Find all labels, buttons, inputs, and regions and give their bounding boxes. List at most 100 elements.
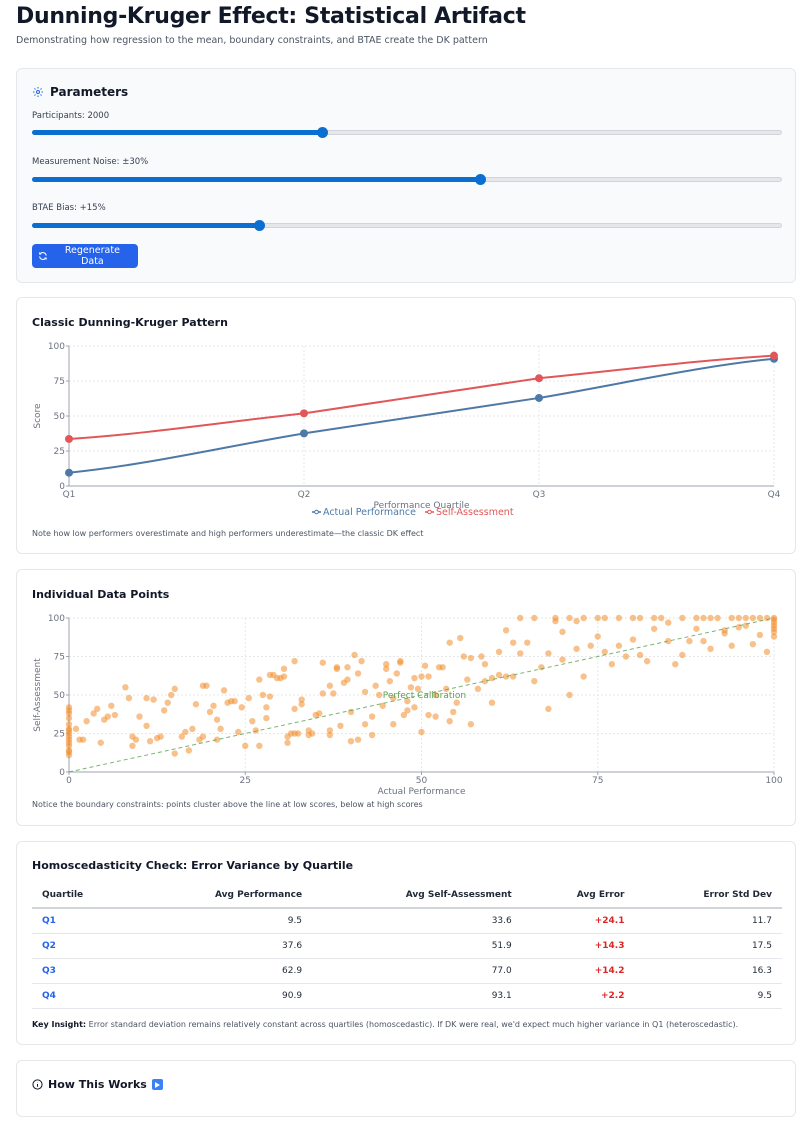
scatter-point (368, 731, 376, 739)
x-tick-label: 100 (765, 776, 782, 786)
calibration-label: Perfect Calibration (383, 691, 466, 701)
x-tick-label: Q2 (298, 490, 311, 500)
scatter-point (160, 707, 168, 714)
quartile-cell: Q4 (32, 983, 134, 1009)
scatter-point (344, 664, 351, 671)
parameters-heading: Parameters (32, 85, 128, 99)
x-tick-label: 75 (592, 776, 603, 786)
how-this-works-summary[interactable]: How This Works (32, 1078, 163, 1091)
avg-error-cell: +14.2 (521, 958, 635, 984)
scatter-point (400, 711, 408, 719)
scatter-point (728, 642, 735, 649)
scatter-point (397, 659, 404, 666)
scatter-point (238, 704, 245, 711)
scatter-point (358, 657, 365, 665)
scatter-point (735, 614, 742, 622)
scatter-point (545, 705, 552, 713)
y-tick-label: 100 (48, 614, 65, 624)
scatter-point (488, 699, 496, 706)
noise-slider-thumb[interactable] (475, 174, 487, 185)
std-dev-cell: 17.5 (634, 933, 782, 959)
scatter-point (171, 685, 178, 693)
scatter-point (203, 682, 210, 689)
gear-icon (33, 87, 43, 97)
scatter-point (182, 728, 189, 736)
data-point-self (65, 434, 73, 443)
std-dev-cell: 9.5 (634, 983, 782, 1009)
data-point-actual (300, 429, 308, 438)
scatter-point (679, 614, 686, 622)
scatter-point (361, 688, 369, 696)
scatter-point (185, 747, 193, 754)
scatter-point (379, 702, 386, 709)
scatter-point (749, 614, 757, 622)
scatter-chart-title: Individual Data Points (32, 588, 170, 601)
scatter-point (79, 736, 87, 743)
scatter-point (337, 722, 344, 729)
participants-slider-thumb[interactable] (317, 127, 329, 138)
scatter-point (467, 654, 475, 662)
how-this-works-title: How This Works (48, 1078, 147, 1091)
line-chart-card: Classic Dunning-Kruger Pattern Note how … (16, 297, 796, 554)
scatter-point (414, 685, 422, 693)
avg-self-cell: 51.9 (312, 933, 522, 959)
scatter-point (65, 742, 73, 750)
btae-slider[interactable] (32, 220, 782, 231)
parameters-card: Parameters Participants: 2000 Measuremen… (16, 68, 796, 283)
scatter-point (686, 637, 693, 645)
scatter-point (407, 684, 415, 691)
scatter-point (266, 693, 274, 700)
scatter-point (467, 721, 475, 728)
scatter-point (284, 739, 291, 746)
scatter-point (383, 661, 390, 668)
column-header: Avg Performance (133, 882, 313, 909)
scatter-point (280, 665, 288, 673)
noise-slider[interactable] (32, 174, 782, 185)
quartile-table-title: Homoscedasticity Check: Error Variance b… (32, 859, 354, 872)
scatter-point (171, 750, 178, 757)
scatter-point (316, 710, 323, 717)
btae-slider-thumb[interactable] (253, 220, 265, 231)
scatter-point (538, 664, 545, 671)
scatter-point (594, 614, 601, 622)
y-tick-label: 100 (48, 342, 65, 352)
regenerate-button[interactable]: Regenerate Data (32, 244, 138, 268)
x-tick-label: Q3 (533, 490, 546, 500)
table-row: Q1 9.5 33.6 +24.1 11.7 (32, 908, 782, 934)
avg-error-cell: +24.1 (521, 908, 635, 934)
scatter-point (629, 614, 637, 622)
scatter-point (298, 701, 305, 708)
scatter-point (263, 714, 270, 722)
page-subtitle: Demonstrating how regression to the mean… (16, 35, 488, 46)
scatter-point (368, 713, 376, 720)
key-insight-label: Key Insight: (32, 1020, 87, 1029)
scatter-point (615, 642, 623, 649)
scatter-point (213, 736, 221, 743)
participants-slider[interactable] (32, 127, 782, 138)
column-header: Avg Error (521, 882, 635, 909)
regenerate-label: Regenerate Data (64, 245, 120, 267)
scatter-point (481, 661, 489, 668)
scatter-point (220, 687, 228, 694)
scatter-point (665, 619, 672, 626)
scatter-point (545, 650, 552, 657)
scatter-point (425, 673, 432, 680)
scatter-point (210, 702, 217, 709)
line-chart-note: Note how low performers overestimate and… (32, 529, 424, 538)
scatter-point (552, 617, 559, 625)
x-tick-label: 0 (66, 776, 72, 786)
data-point-self (535, 374, 543, 383)
scatter-point (393, 670, 401, 677)
scatter-point (629, 636, 637, 643)
scatter-point (763, 614, 771, 622)
y-tick-label: 50 (54, 691, 66, 701)
scatter-point (386, 677, 393, 685)
scatter-point (361, 721, 369, 728)
scatter-point (439, 664, 446, 671)
series-line-self (68, 354, 775, 440)
scatter-point (474, 685, 482, 693)
how-this-works-card[interactable]: How This Works (16, 1060, 796, 1117)
scatter-point (298, 696, 305, 703)
scatter-point (418, 673, 425, 680)
scatter-point (72, 725, 80, 733)
